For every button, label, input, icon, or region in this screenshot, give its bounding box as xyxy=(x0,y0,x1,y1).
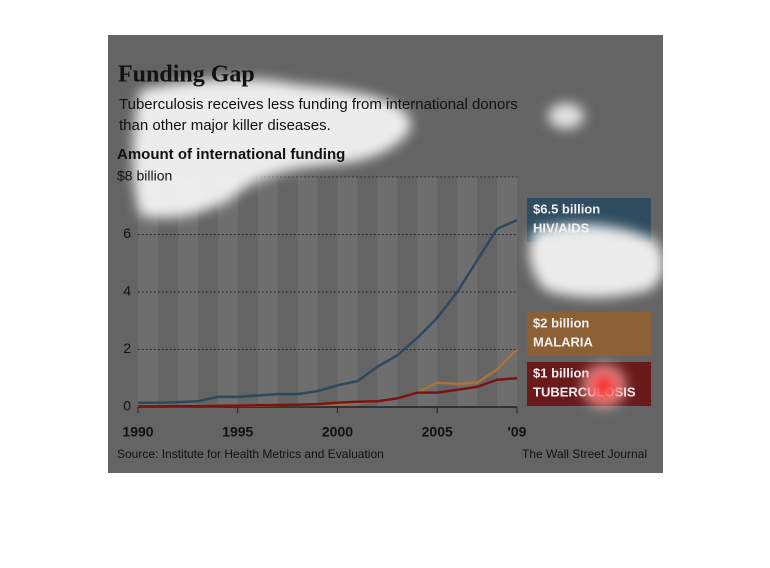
x-tick-label: 1990 xyxy=(122,424,153,440)
label-box xyxy=(527,312,651,356)
legend-label: MALARIA xyxy=(533,334,594,349)
lines xyxy=(138,218,518,408)
y-tick-label: 4 xyxy=(123,283,131,299)
x-tick-label: 1995 xyxy=(222,424,253,440)
y-axis-label: Amount of international funding xyxy=(117,146,345,163)
heatmap-blob xyxy=(132,78,411,218)
end-label: $1 billion xyxy=(533,365,589,380)
source: Source: Institute for Health Metrics and… xyxy=(117,447,384,461)
y-tick-label: 2 xyxy=(123,340,131,356)
credit: The Wall Street Journal xyxy=(522,447,647,461)
x-tick-label: 2000 xyxy=(322,424,353,440)
end-label: $2 billion xyxy=(533,315,589,330)
series-line xyxy=(138,218,518,404)
x-tick-label: '09 xyxy=(508,424,527,440)
series-line xyxy=(138,377,518,408)
y-tick-label: 6 xyxy=(123,225,131,241)
chart-title: Funding Gap xyxy=(118,62,255,88)
heatmap-blob xyxy=(582,364,626,408)
subtitle: than other major killer diseases. xyxy=(119,117,331,134)
x-tick-label: 2005 xyxy=(422,424,453,440)
heatmap-blob xyxy=(548,103,584,129)
end-label: $6.5 billion xyxy=(533,201,600,216)
heatmap-overlay xyxy=(132,78,664,408)
label-boxes: $6.5 billionHIV/AIDS$2 billionMALARIA$1 … xyxy=(527,198,651,406)
subtitle: Tuberculosis receives less funding from … xyxy=(119,96,518,113)
y-tick-label: 0 xyxy=(123,398,131,414)
heatmap-blob xyxy=(529,224,664,298)
y-tick-label: $8 billion xyxy=(117,168,172,184)
